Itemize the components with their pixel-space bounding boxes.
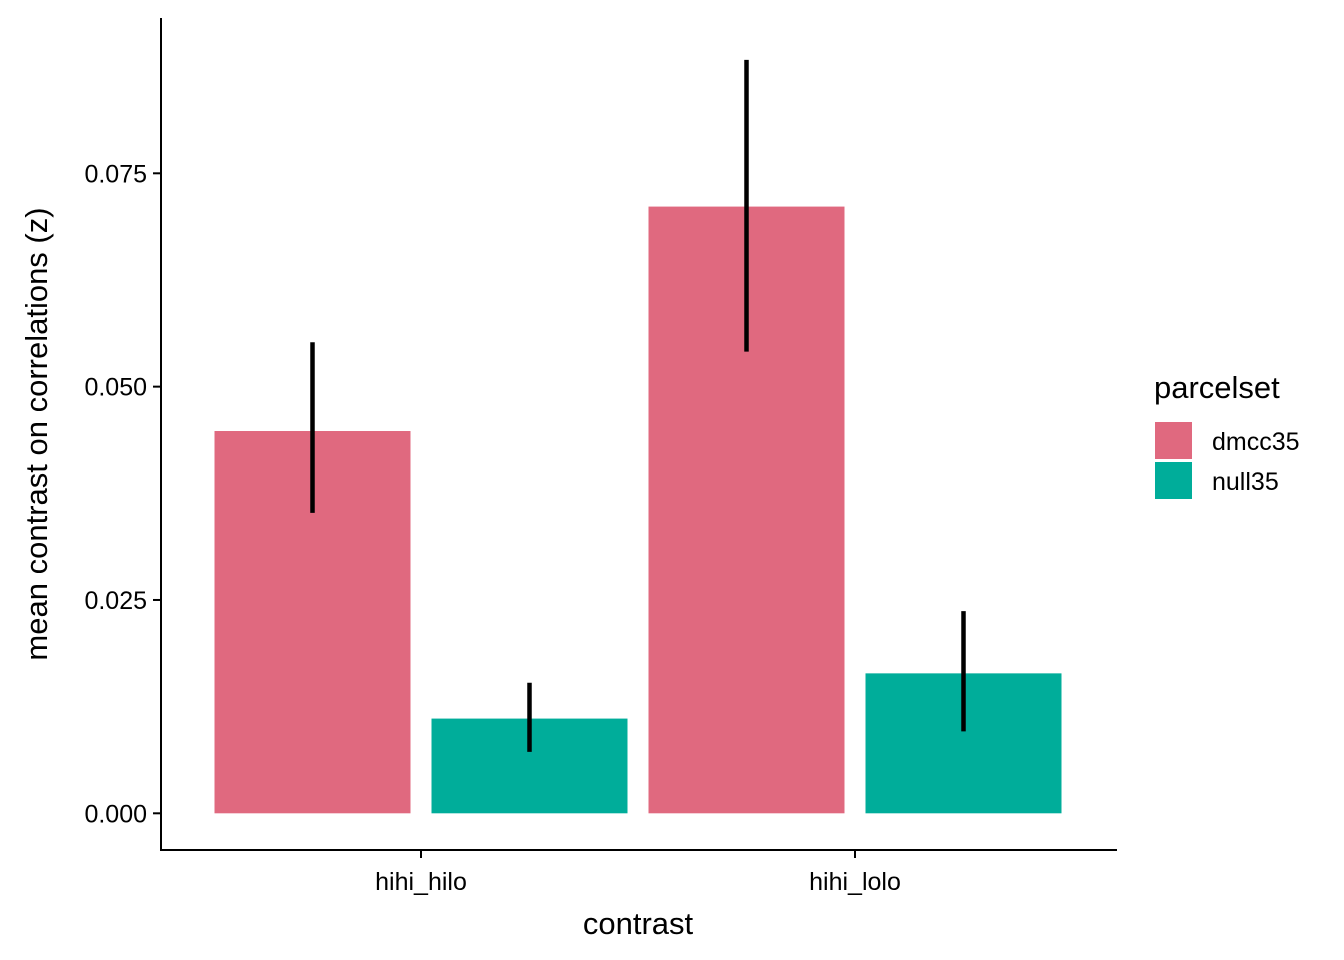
x-axis-title: contrast [583, 906, 694, 941]
bars-layer [214, 206, 1062, 814]
x-tick-label: hihi_lolo [809, 868, 901, 896]
y-tick-label: 0.025 [84, 587, 147, 615]
legend: parcelset dmcc35 null35 [1154, 370, 1300, 499]
legend-key-dmcc35 [1155, 422, 1192, 459]
error-bars-layer [310, 59, 966, 752]
y-ticks: 0.000 0.025 0.050 0.075 [84, 160, 161, 828]
x-ticks: hihi_hilo hihi_lolo [375, 850, 901, 896]
y-tick-label: 0.050 [84, 374, 147, 402]
y-tick-label: 0.000 [84, 800, 147, 828]
y-axis-title: mean contrast on correlations (z) [19, 207, 54, 660]
y-tick-label: 0.075 [84, 160, 147, 188]
legend-items: dmcc35 null35 [1155, 422, 1300, 499]
legend-title: parcelset [1154, 370, 1280, 405]
legend-key-null35 [1155, 462, 1192, 499]
legend-label-dmcc35: dmcc35 [1212, 428, 1300, 456]
x-tick-label: hihi_hilo [375, 868, 467, 896]
legend-label-null35: null35 [1212, 468, 1279, 496]
